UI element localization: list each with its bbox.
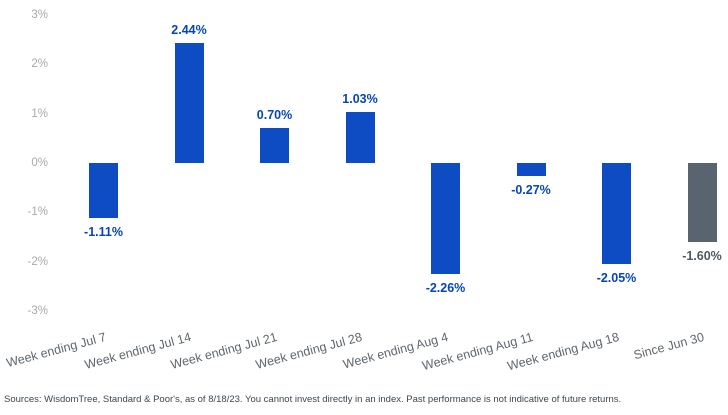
bar [602,163,631,265]
bar [516,163,546,177]
bar-value-label: 0.70% [256,108,293,123]
bar-value-label: 1.03% [342,92,378,107]
bar-value-label: -2.26% [425,281,466,296]
bar [260,128,289,163]
bar-value-label: 2.44% [171,22,207,37]
y-axis-tick: -3% [27,304,48,317]
bar [89,163,118,218]
y-axis-tick: -1% [27,206,48,219]
x-axis-label: Week ending Aug 11 [420,330,535,374]
x-axis-label: Week ending Jul 28 [254,330,364,372]
bar-value-label: -1.60% [682,248,722,263]
bar [174,42,204,163]
y-axis-tick: 2% [31,58,48,71]
y-axis-tick: -2% [27,255,48,268]
y-axis-tick: 3% [31,9,48,22]
x-axis-label: Week ending Jul 14 [83,330,193,372]
bar [431,163,460,275]
y-axis-tick: 1% [31,107,48,120]
x-axis-label: Since Jun 30 [632,330,706,363]
bar [687,163,717,242]
bar-value-label: -2.05% [596,271,637,286]
source-note: Sources: WisdomTree, Standard & Poor's, … [4,394,622,405]
bar-value-label: -0.27% [511,183,551,198]
y-axis-tick: 0% [31,157,48,169]
bar [345,112,375,163]
bar-value-label: -1.11% [84,224,123,239]
